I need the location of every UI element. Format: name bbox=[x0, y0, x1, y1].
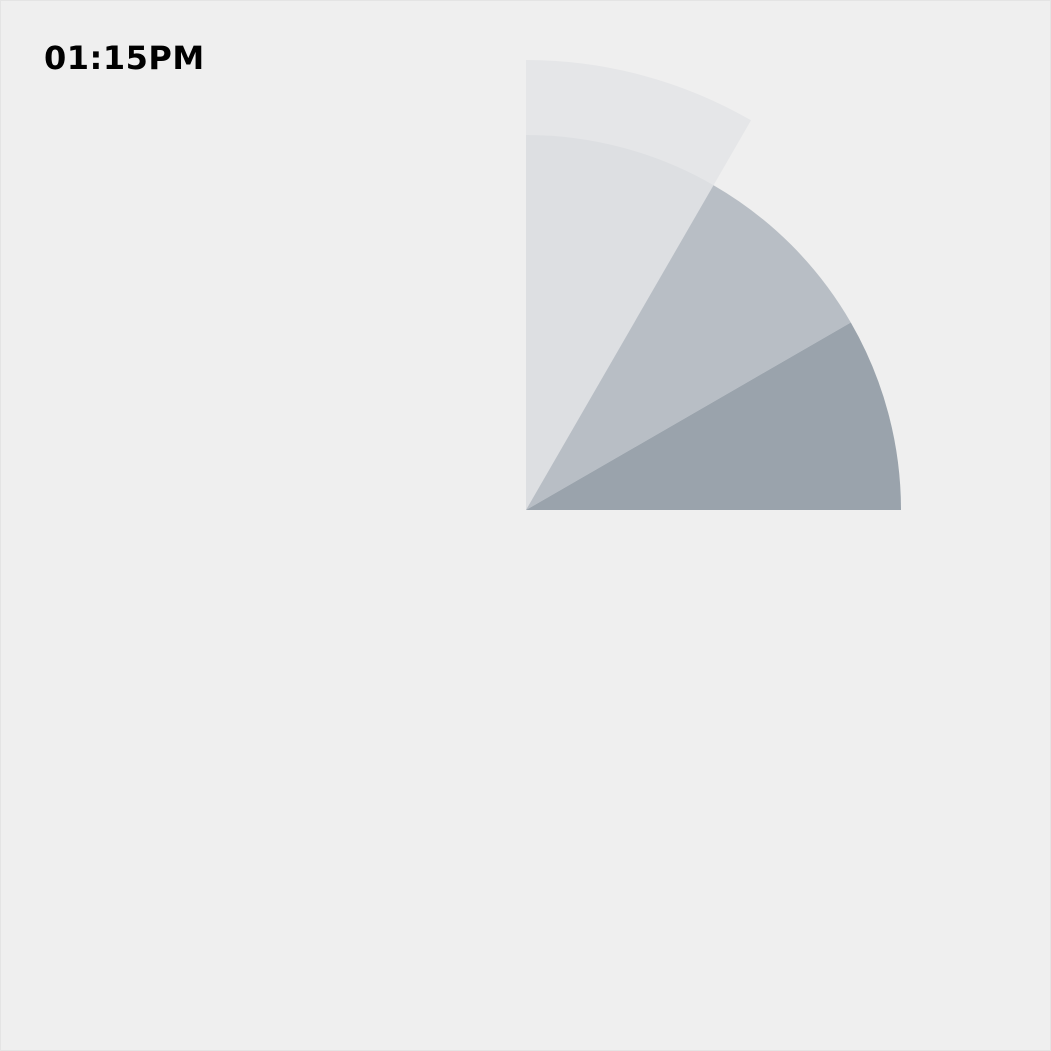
quarter-hour-wedge bbox=[526, 322, 901, 510]
hour-wedge bbox=[526, 135, 714, 510]
minute-wedge bbox=[526, 185, 851, 510]
time-display: 01:15PM bbox=[44, 39, 205, 77]
